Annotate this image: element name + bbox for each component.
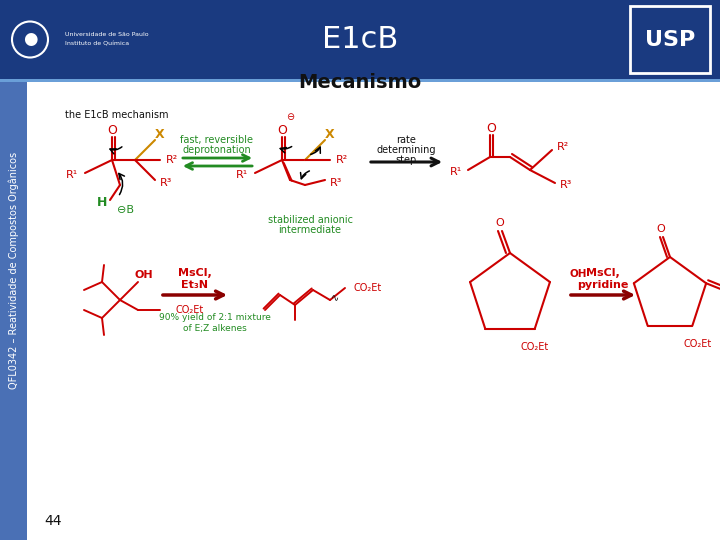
Text: ⊖: ⊖ (286, 112, 294, 122)
Text: R³: R³ (330, 178, 343, 188)
Text: R²: R² (557, 142, 570, 152)
Text: O: O (107, 124, 117, 137)
Text: ●: ● (23, 30, 37, 49)
Text: step: step (395, 155, 417, 165)
Text: Et₃N: Et₃N (181, 280, 209, 290)
Text: stabilized anionic: stabilized anionic (268, 215, 353, 225)
Text: QFL0342 – Reatividade de Compostos Orgânicos: QFL0342 – Reatividade de Compostos Orgân… (8, 151, 19, 389)
Text: CO₂Et: CO₂Et (683, 339, 711, 349)
Text: of E;Z alkenes: of E;Z alkenes (183, 323, 247, 333)
Text: ⊖B: ⊖B (117, 205, 133, 215)
Text: O: O (657, 224, 665, 234)
Text: MsCl,: MsCl, (178, 268, 212, 278)
Text: OH: OH (135, 270, 153, 280)
Bar (0, 82, 27, 540)
Bar (27, 82, 720, 540)
Text: CO₂Et: CO₂Et (353, 283, 382, 293)
Text: OH: OH (570, 269, 587, 279)
Text: R¹: R¹ (66, 170, 78, 180)
Text: pyridine: pyridine (577, 280, 629, 290)
Text: the E1cB mechanism: the E1cB mechanism (65, 110, 168, 120)
Text: intermediate: intermediate (279, 225, 341, 235)
Text: deprotonation: deprotonation (183, 145, 251, 155)
Text: O: O (495, 218, 505, 228)
Text: CO₂Et: CO₂Et (175, 305, 203, 315)
Text: Universidade de São Paulo: Universidade de São Paulo (65, 32, 148, 37)
Text: X: X (325, 129, 335, 141)
Text: X: X (156, 129, 165, 141)
Text: rate: rate (396, 135, 416, 145)
Text: R¹: R¹ (235, 170, 248, 180)
Text: R¹: R¹ (450, 167, 462, 177)
Text: O: O (277, 124, 287, 137)
Text: 90% yield of 2:1 mixture: 90% yield of 2:1 mixture (159, 313, 271, 321)
Text: MsCl,: MsCl, (586, 268, 620, 278)
Bar (0, 0, 720, 79)
Bar (630, 6, 710, 73)
Text: 44: 44 (44, 514, 61, 528)
Text: R²: R² (166, 155, 179, 165)
Text: Instituto de Química: Instituto de Química (65, 41, 129, 46)
Text: USP: USP (645, 30, 695, 50)
Text: O: O (486, 122, 496, 134)
Text: R³: R³ (560, 180, 572, 190)
Text: R³: R³ (160, 178, 172, 188)
Text: Mecanismo: Mecanismo (298, 72, 422, 91)
Text: ∿: ∿ (331, 293, 339, 303)
Text: CO₂Et: CO₂Et (521, 342, 549, 352)
Bar (0, 79, 720, 82)
Text: E1cB: E1cB (322, 25, 398, 54)
Text: R²: R² (336, 155, 348, 165)
Text: determining: determining (377, 145, 436, 155)
Text: H: H (96, 197, 107, 210)
Text: fast, reversible: fast, reversible (181, 135, 253, 145)
